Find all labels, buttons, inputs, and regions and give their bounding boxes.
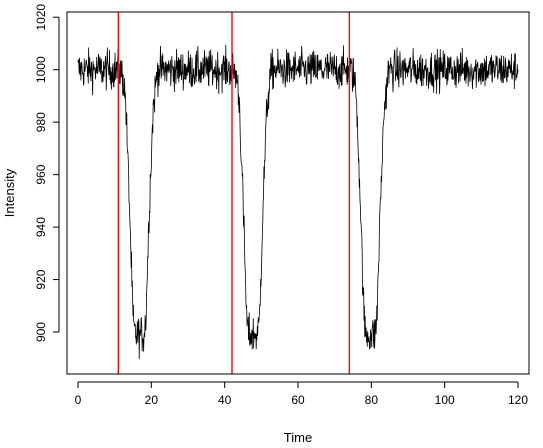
y-tick-label: 900 [34,322,48,342]
plot-frame [66,11,530,375]
y-axis-title: Intensity [2,168,17,217]
x-tick-label: 80 [365,393,379,407]
y-tick-label: 920 [34,269,48,289]
x-tick-label: 40 [218,393,232,407]
x-tick-label: 100 [435,393,455,407]
x-axis-title: Time [284,430,312,445]
event-lines [117,12,351,374]
x-axis: 0 20 40 60 80 100 120 [75,381,528,407]
x-tick-label: 120 [508,393,528,407]
y-tick-label: 940 [34,217,48,237]
y-tick-label: 1000 [34,56,48,83]
y-tick-label: 980 [34,112,48,132]
x-tick-label: 60 [291,393,305,407]
series-line [77,44,519,360]
y-tick-label: 1020 [34,4,48,31]
x-tick-label: 0 [75,393,82,407]
x-tick-label: 20 [145,393,159,407]
y-axis: 900 920 940 960 980 1000 1020 [34,4,60,342]
y-tick-label: 960 [34,164,48,184]
